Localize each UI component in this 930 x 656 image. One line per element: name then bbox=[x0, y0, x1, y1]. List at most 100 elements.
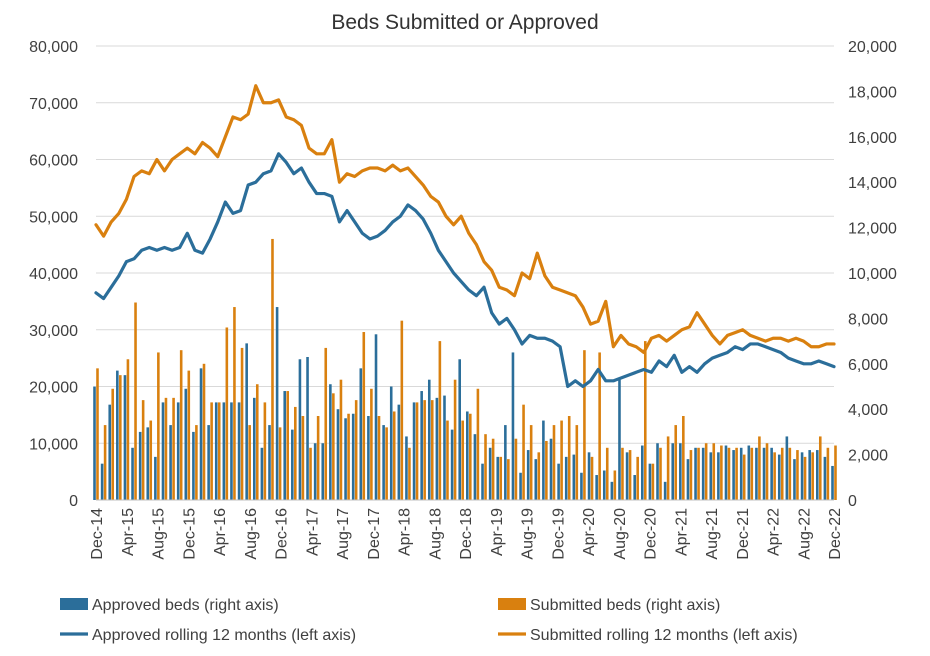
x-tick-label: Aug-15 bbox=[151, 508, 168, 560]
submitted-bar bbox=[255, 384, 259, 500]
approved-bar bbox=[679, 443, 682, 500]
bars-group bbox=[93, 238, 837, 500]
approved-bar bbox=[351, 413, 355, 500]
submitted-bar bbox=[126, 359, 130, 500]
submitted-bar bbox=[233, 307, 236, 500]
submitted-bar bbox=[567, 416, 571, 500]
approved-bar bbox=[146, 427, 150, 500]
submitted-bar bbox=[499, 456, 503, 500]
submitted-bar bbox=[309, 447, 312, 500]
y-axis-left: 0 10,000 20,000 30,000 40,000 50,000 60,000 70,… bbox=[29, 39, 78, 510]
submitted-bar bbox=[316, 416, 320, 500]
approved-bar bbox=[526, 450, 530, 500]
submitted-bar bbox=[301, 416, 305, 500]
x-tick-label: Apr-20 bbox=[581, 508, 598, 556]
submitted-bar bbox=[674, 425, 678, 500]
y-left-tick-label: 60,000 bbox=[29, 153, 78, 170]
y-right-tick-label: 18,000 bbox=[848, 84, 897, 101]
approved-bar bbox=[625, 452, 629, 500]
y-right-tick-label: 20,000 bbox=[848, 39, 897, 56]
approved-bar bbox=[496, 456, 500, 500]
y-left-tick-label: 30,000 bbox=[29, 323, 78, 340]
y-right-tick-label: 14,000 bbox=[848, 175, 897, 192]
approved-bar bbox=[230, 402, 233, 500]
y-right-tick-label: 0 bbox=[848, 493, 857, 510]
submitted-bar bbox=[278, 427, 282, 500]
x-tick-label: Dec-17 bbox=[366, 508, 383, 560]
y-left-tick-label: 50,000 bbox=[29, 209, 78, 226]
submitted-bar bbox=[529, 425, 533, 500]
submitted-bar bbox=[202, 363, 206, 500]
approved-bar bbox=[283, 391, 287, 500]
legend-swatch-bar bbox=[498, 598, 526, 610]
approved-bar bbox=[207, 425, 210, 500]
approved-bar bbox=[359, 368, 363, 500]
approved-bar bbox=[222, 402, 226, 500]
submitted-bar bbox=[141, 400, 145, 500]
submitted-bar bbox=[271, 238, 274, 500]
submitted-bar bbox=[613, 470, 617, 500]
submitted-bar bbox=[438, 341, 442, 500]
x-tick-label: Dec-20 bbox=[643, 508, 660, 560]
approved-bar bbox=[724, 445, 728, 500]
submitted-bar bbox=[400, 320, 404, 500]
submitted-bar bbox=[179, 350, 183, 500]
approved-bar bbox=[306, 356, 309, 500]
submitted-bar bbox=[164, 397, 168, 500]
approved-bar bbox=[793, 459, 796, 500]
approved-bar bbox=[481, 463, 484, 500]
approved-bar bbox=[275, 307, 279, 500]
approved-bar bbox=[732, 450, 735, 500]
approved-bar bbox=[823, 456, 827, 500]
approved-bar bbox=[252, 397, 256, 500]
submitted-bar bbox=[537, 452, 541, 500]
approved-bar bbox=[572, 454, 576, 500]
submitted-bar bbox=[742, 454, 746, 500]
lines-group bbox=[94, 84, 836, 389]
submitted-bar bbox=[697, 447, 700, 500]
approved-bar bbox=[100, 463, 104, 500]
approved-bar bbox=[176, 402, 180, 500]
submitted-bar bbox=[689, 450, 693, 500]
submitted-bar bbox=[111, 388, 115, 500]
approved-bar bbox=[93, 386, 96, 500]
submitted-bar bbox=[514, 438, 518, 500]
x-tick-label: Apr-22 bbox=[766, 508, 783, 556]
approved-bar bbox=[831, 465, 834, 500]
submitted-bar bbox=[134, 302, 137, 500]
approved-bar bbox=[108, 404, 112, 500]
approved-bar bbox=[420, 391, 423, 500]
y-left-tick-label: 10,000 bbox=[29, 436, 78, 453]
approved-bar bbox=[298, 359, 302, 500]
approved-bar bbox=[214, 402, 218, 500]
approved-bar bbox=[587, 452, 591, 500]
submitted-bar bbox=[172, 397, 175, 500]
x-tick-label: Aug-21 bbox=[704, 508, 721, 560]
submitted-bar bbox=[423, 400, 426, 500]
approved-bar bbox=[762, 447, 766, 500]
x-tick-label: Apr-17 bbox=[304, 508, 321, 556]
submitted-bar bbox=[636, 456, 639, 500]
approved-bar bbox=[321, 443, 325, 500]
y-axis-right: 0 2,000 4,000 6,000 8,000 10,000 12,000 14,000 1… bbox=[848, 39, 897, 510]
submitted-bar bbox=[651, 463, 655, 500]
approved-bar bbox=[199, 368, 203, 500]
approved-bar bbox=[473, 434, 477, 500]
approved-bar bbox=[542, 420, 545, 500]
approved-bar bbox=[329, 384, 332, 500]
submitted-bar bbox=[621, 447, 624, 500]
chart-title: Beds Submitted or Approved bbox=[331, 11, 598, 34]
approved-bar bbox=[701, 447, 705, 500]
submitted-bar bbox=[628, 450, 632, 500]
approved-bar bbox=[237, 402, 241, 500]
submitted-bar bbox=[491, 438, 495, 500]
submitted-bar bbox=[758, 436, 761, 500]
approved-bar bbox=[466, 411, 469, 500]
submitted-bar bbox=[354, 400, 358, 500]
submitted-bar bbox=[453, 379, 457, 500]
approved-bar bbox=[268, 425, 271, 500]
approved-bar bbox=[427, 379, 431, 500]
approved-bar bbox=[534, 459, 538, 500]
approved-bar bbox=[800, 452, 804, 500]
